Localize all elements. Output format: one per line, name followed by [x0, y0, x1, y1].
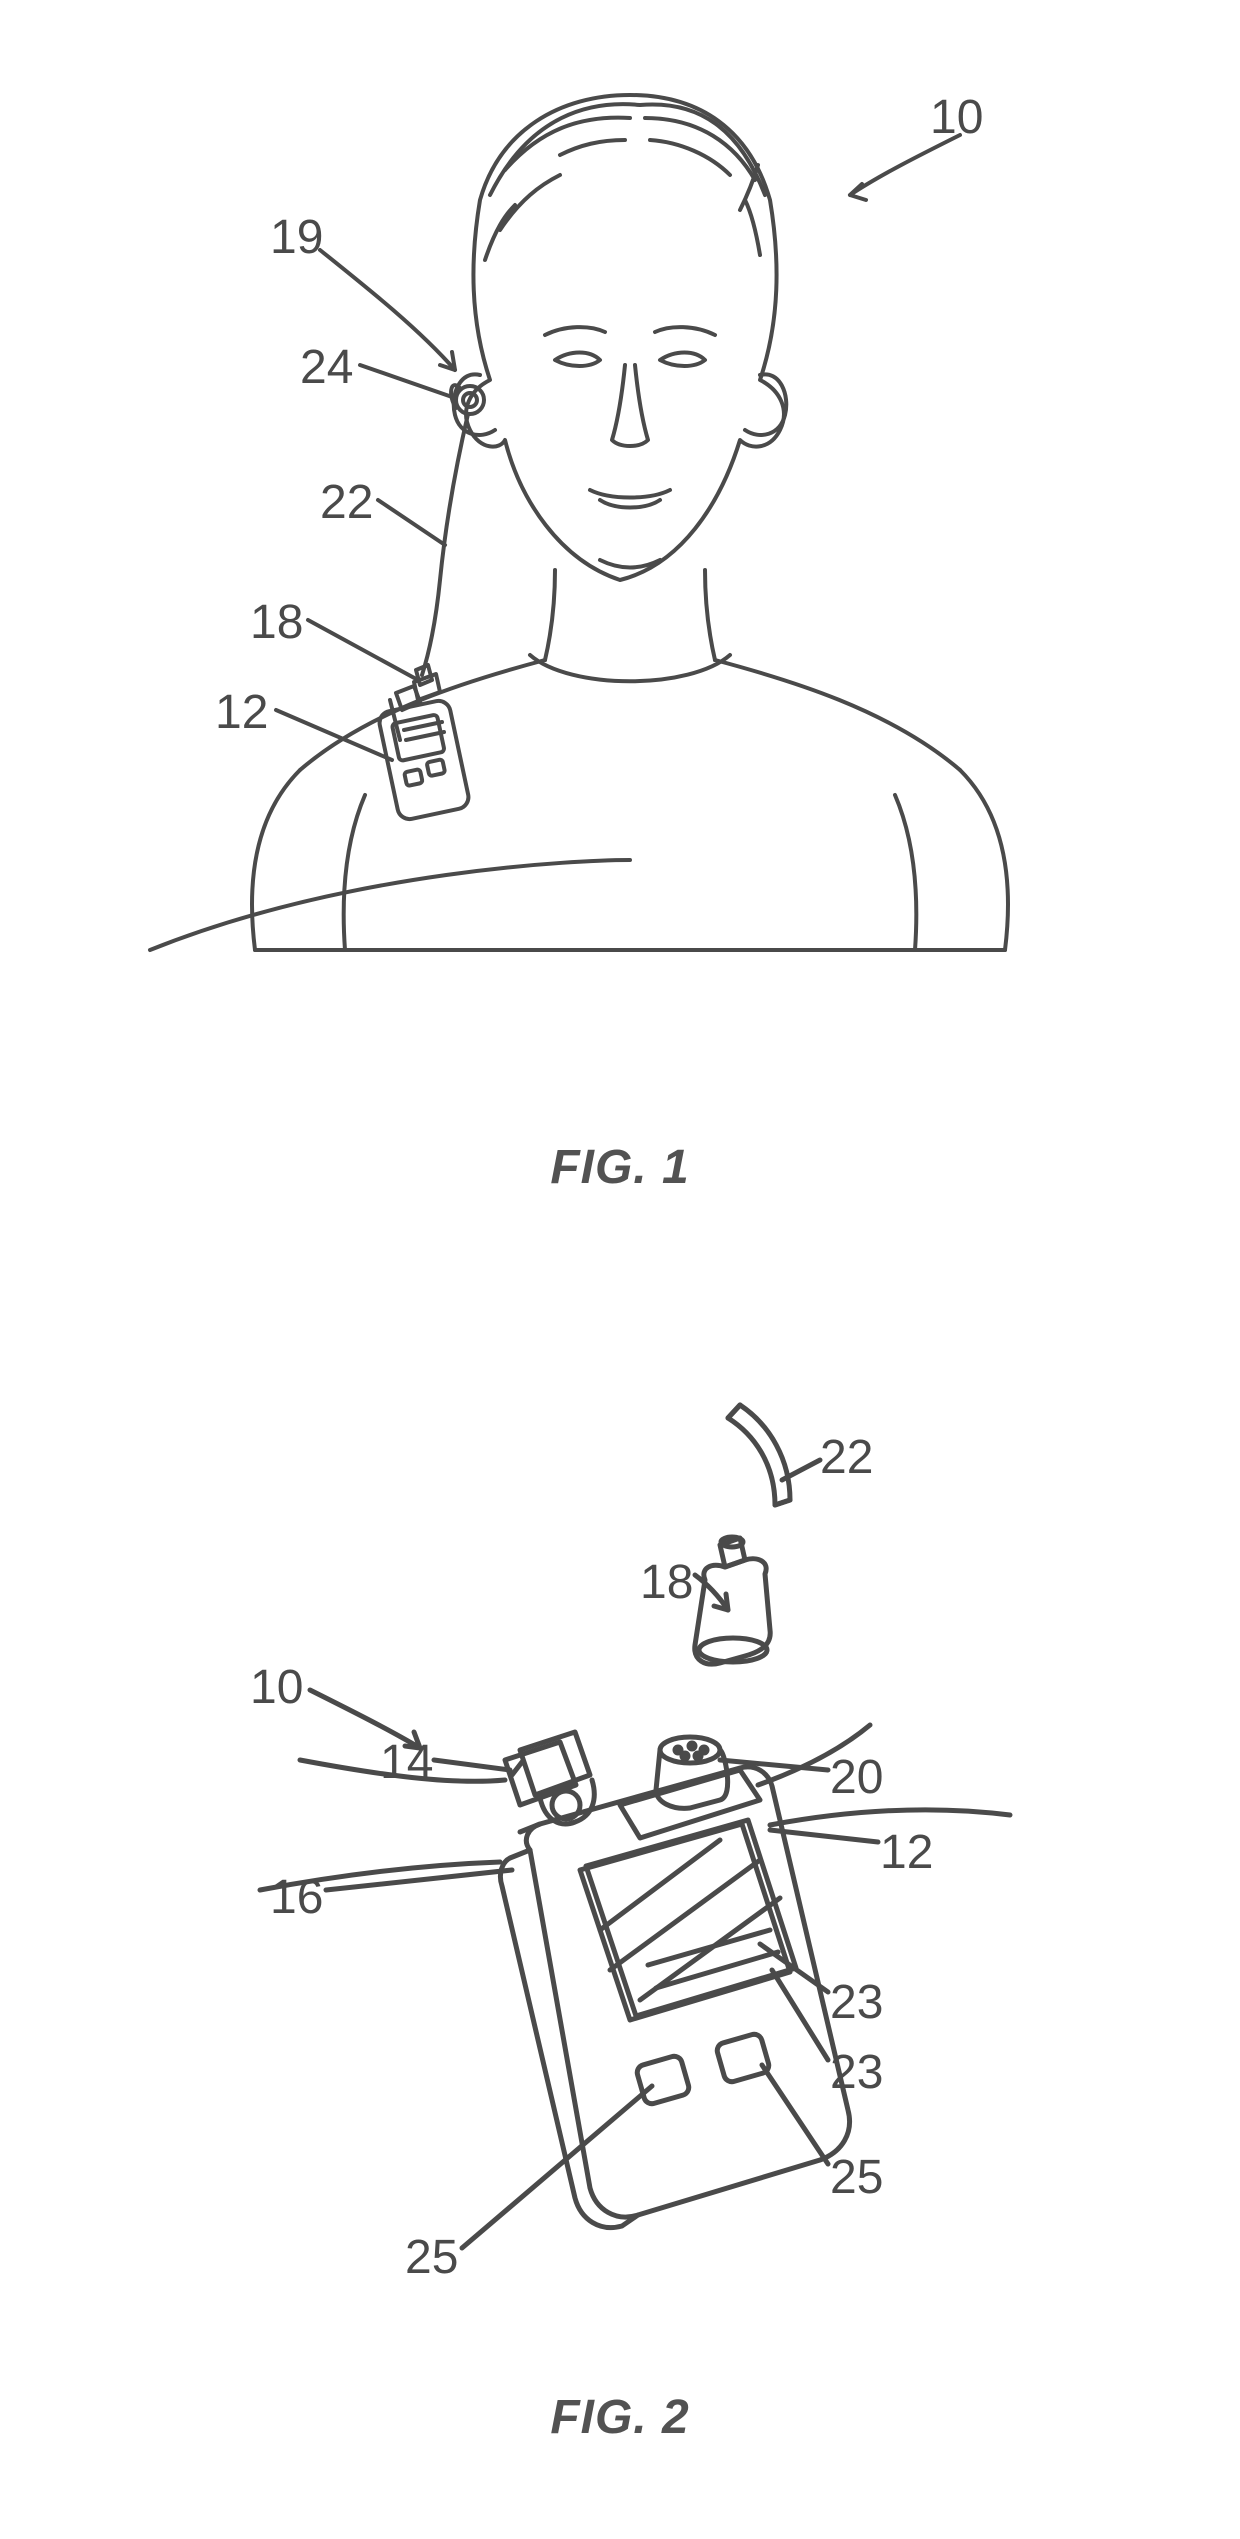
ref-10-fig1: 10 — [930, 90, 983, 145]
page: 10 19 24 22 18 12 FIG. 1 — [0, 0, 1240, 2539]
ref-25b-fig2: 25 — [405, 2230, 458, 2285]
ref-12-fig1: 12 — [215, 685, 268, 740]
figure-2-drawing — [0, 1330, 1240, 2390]
ref-24-fig1: 24 — [300, 340, 353, 395]
ref-18-fig1: 18 — [250, 595, 303, 650]
ref-14-fig2: 14 — [380, 1735, 433, 1790]
figure-1-caption: FIG. 1 — [0, 1140, 1240, 1195]
ref-20-fig2: 20 — [830, 1750, 883, 1805]
ref-10-fig2: 10 — [250, 1660, 303, 1715]
ref-22-fig2: 22 — [820, 1430, 873, 1485]
ref-19-fig1: 19 — [270, 210, 323, 265]
ref-25a-fig2: 25 — [830, 2150, 883, 2205]
figure-2-caption: FIG. 2 — [0, 2390, 1240, 2445]
figure-1-drawing — [0, 0, 1240, 1100]
ref-22-fig1: 22 — [320, 475, 373, 530]
ref-12-fig2: 12 — [880, 1825, 933, 1880]
ref-18-fig2: 18 — [640, 1555, 693, 1610]
ref-23a-fig2: 23 — [830, 1975, 883, 2030]
ref-23b-fig2: 23 — [830, 2045, 883, 2100]
ref-16-fig2: 16 — [270, 1870, 323, 1925]
